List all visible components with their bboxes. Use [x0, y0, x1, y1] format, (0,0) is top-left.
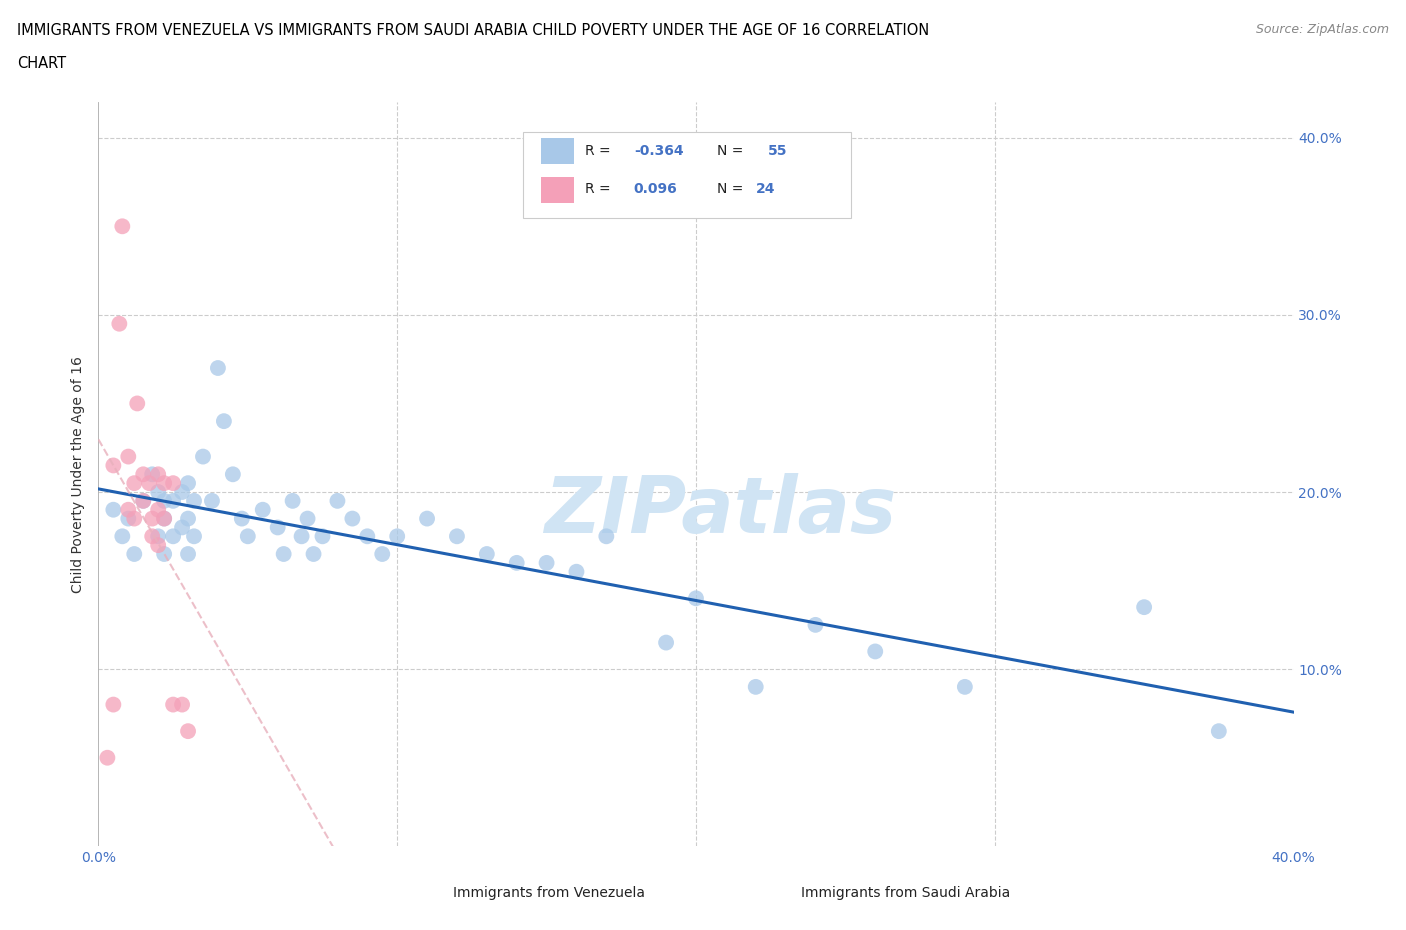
Point	[177, 476, 200, 491]
Point	[172, 698, 194, 712]
Point	[177, 547, 200, 562]
Point	[103, 698, 125, 712]
Point	[222, 467, 245, 482]
Point	[371, 547, 394, 562]
Point	[297, 512, 319, 526]
Point	[148, 529, 170, 544]
Point	[148, 502, 170, 517]
Point	[162, 698, 184, 712]
Point	[103, 458, 125, 472]
Text: 24: 24	[756, 182, 775, 196]
Text: Source: ZipAtlas.com: Source: ZipAtlas.com	[1256, 23, 1389, 36]
Point	[685, 591, 707, 605]
Point	[655, 635, 678, 650]
Point	[177, 512, 200, 526]
Point	[132, 467, 155, 482]
Text: 0.096: 0.096	[634, 182, 678, 196]
Point	[117, 449, 139, 464]
Point	[1133, 600, 1156, 615]
Point	[302, 547, 325, 562]
Point	[177, 724, 200, 738]
FancyBboxPatch shape	[540, 177, 574, 203]
Point	[595, 529, 617, 544]
Point	[356, 529, 378, 544]
Text: CHART: CHART	[17, 56, 66, 71]
Point	[506, 555, 529, 570]
Point	[141, 529, 163, 544]
Point	[153, 494, 176, 509]
Point	[148, 485, 170, 499]
Text: 55: 55	[768, 143, 787, 158]
Point	[953, 680, 976, 695]
Point	[124, 512, 146, 526]
Point	[103, 502, 125, 517]
Point	[162, 494, 184, 509]
Point	[172, 520, 194, 535]
Point	[153, 512, 176, 526]
Point	[153, 547, 176, 562]
Point	[148, 538, 170, 552]
Point	[1208, 724, 1230, 738]
Point	[475, 547, 498, 562]
Text: N =: N =	[717, 182, 748, 196]
Point	[124, 476, 146, 491]
Point	[326, 494, 349, 509]
Point	[281, 494, 304, 509]
FancyBboxPatch shape	[762, 883, 787, 904]
Point	[342, 512, 364, 526]
Point	[141, 467, 163, 482]
Point	[148, 467, 170, 482]
Point	[111, 529, 134, 544]
Point	[252, 502, 274, 517]
Text: Immigrants from Saudi Arabia: Immigrants from Saudi Arabia	[801, 886, 1011, 900]
Point	[141, 512, 163, 526]
Point	[191, 449, 214, 464]
Point	[273, 547, 295, 562]
Point	[138, 476, 160, 491]
Point	[446, 529, 468, 544]
Point	[183, 529, 205, 544]
FancyBboxPatch shape	[415, 883, 441, 904]
Point	[804, 618, 827, 632]
Y-axis label: Child Poverty Under the Age of 16: Child Poverty Under the Age of 16	[72, 356, 86, 592]
Point	[127, 396, 149, 411]
Text: -0.364: -0.364	[634, 143, 683, 158]
Text: Immigrants from Venezuela: Immigrants from Venezuela	[453, 886, 645, 900]
FancyBboxPatch shape	[540, 138, 574, 164]
Point	[117, 512, 139, 526]
Point	[172, 485, 194, 499]
Point	[416, 512, 439, 526]
Point	[231, 512, 253, 526]
Point	[865, 644, 887, 658]
Point	[162, 476, 184, 491]
Point	[162, 529, 184, 544]
Point	[236, 529, 259, 544]
Text: ZIPatlas: ZIPatlas	[544, 473, 896, 550]
Point	[385, 529, 409, 544]
Point	[745, 680, 768, 695]
Point	[565, 565, 588, 579]
Point	[117, 502, 139, 517]
Point	[207, 361, 229, 376]
Point	[111, 219, 134, 233]
Text: R =: R =	[585, 182, 614, 196]
Point	[212, 414, 235, 429]
Point	[267, 520, 290, 535]
Point	[183, 494, 205, 509]
FancyBboxPatch shape	[523, 132, 852, 218]
Point	[132, 494, 155, 509]
Point	[132, 494, 155, 509]
Text: IMMIGRANTS FROM VENEZUELA VS IMMIGRANTS FROM SAUDI ARABIA CHILD POVERTY UNDER TH: IMMIGRANTS FROM VENEZUELA VS IMMIGRANTS …	[17, 23, 929, 38]
Point	[291, 529, 314, 544]
Text: R =: R =	[585, 143, 614, 158]
Point	[153, 512, 176, 526]
Point	[153, 476, 176, 491]
Text: N =: N =	[717, 143, 748, 158]
Point	[536, 555, 558, 570]
Point	[311, 529, 333, 544]
Point	[201, 494, 224, 509]
Point	[124, 547, 146, 562]
Point	[108, 316, 131, 331]
Point	[96, 751, 118, 765]
